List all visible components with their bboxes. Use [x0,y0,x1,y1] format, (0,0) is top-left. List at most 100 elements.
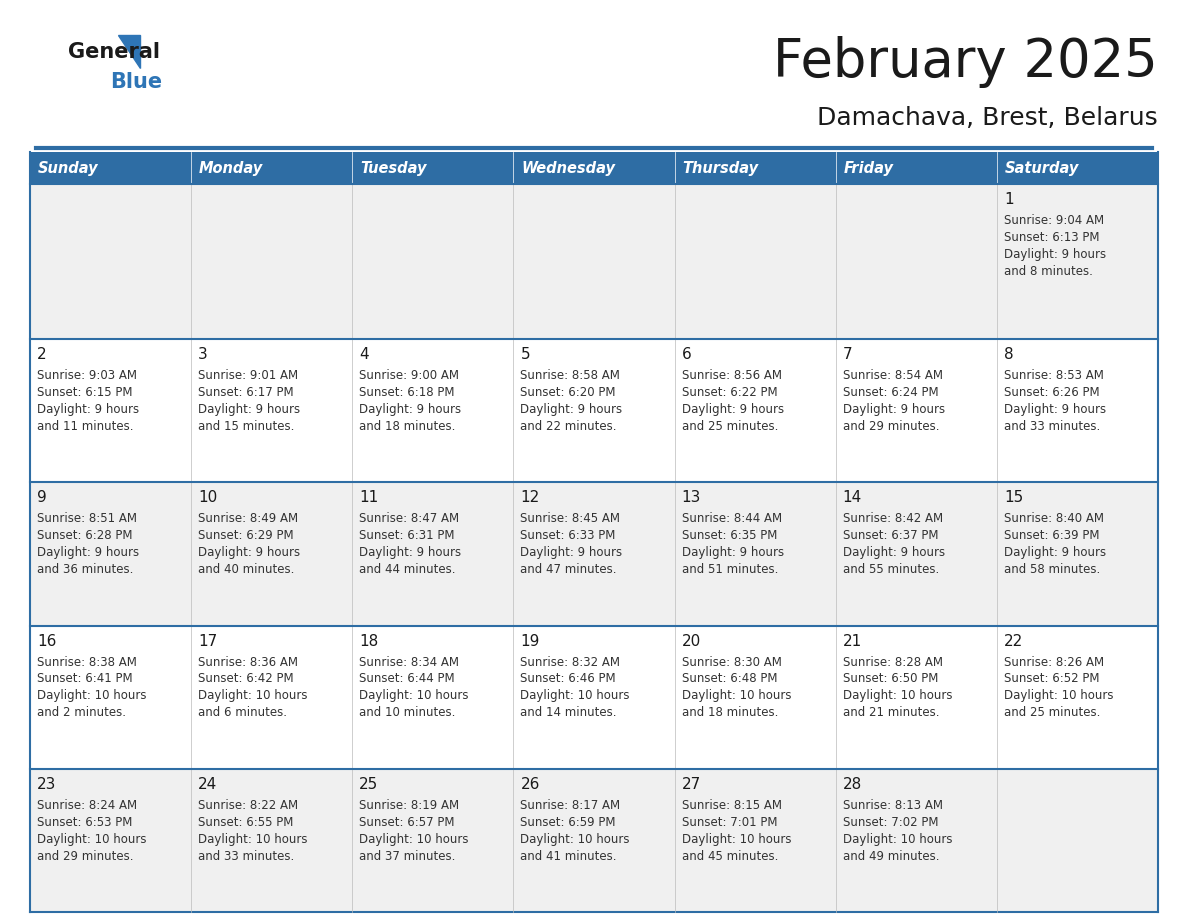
Text: and 2 minutes.: and 2 minutes. [37,707,126,720]
Text: Daylight: 10 hours: Daylight: 10 hours [1004,689,1113,702]
Text: Daylight: 9 hours: Daylight: 9 hours [1004,546,1106,559]
Text: Daylight: 9 hours: Daylight: 9 hours [359,546,461,559]
Text: Sunset: 6:48 PM: Sunset: 6:48 PM [682,673,777,686]
Text: Daylight: 10 hours: Daylight: 10 hours [842,689,953,702]
Text: Tuesday: Tuesday [360,161,426,175]
Text: Daylight: 9 hours: Daylight: 9 hours [37,403,139,416]
Text: Sunset: 6:35 PM: Sunset: 6:35 PM [682,530,777,543]
Text: Sunrise: 8:40 AM: Sunrise: 8:40 AM [1004,512,1104,525]
Text: Sunset: 6:33 PM: Sunset: 6:33 PM [520,530,615,543]
Text: Sunset: 6:22 PM: Sunset: 6:22 PM [682,386,777,399]
Text: Sunset: 7:01 PM: Sunset: 7:01 PM [682,816,777,829]
Text: and 33 minutes.: and 33 minutes. [1004,420,1100,433]
Text: 13: 13 [682,490,701,505]
Text: 6: 6 [682,347,691,362]
Text: 8: 8 [1004,347,1013,362]
Text: Sunrise: 8:53 AM: Sunrise: 8:53 AM [1004,369,1104,382]
Text: Daylight: 10 hours: Daylight: 10 hours [359,833,469,845]
Text: 16: 16 [37,633,56,648]
Text: Sunday: Sunday [38,161,99,175]
Text: 19: 19 [520,633,539,648]
Text: Daylight: 9 hours: Daylight: 9 hours [520,403,623,416]
Text: Damachava, Brest, Belarus: Damachava, Brest, Belarus [817,106,1158,130]
Text: Daylight: 10 hours: Daylight: 10 hours [520,833,630,845]
Text: Daylight: 10 hours: Daylight: 10 hours [198,833,308,845]
Text: Sunrise: 8:13 AM: Sunrise: 8:13 AM [842,799,943,812]
Text: 24: 24 [198,777,217,791]
Text: Sunrise: 8:44 AM: Sunrise: 8:44 AM [682,512,782,525]
Text: Sunset: 6:39 PM: Sunset: 6:39 PM [1004,530,1099,543]
Text: Sunrise: 8:51 AM: Sunrise: 8:51 AM [37,512,137,525]
Text: 22: 22 [1004,633,1023,648]
Text: Sunrise: 8:45 AM: Sunrise: 8:45 AM [520,512,620,525]
Text: and 36 minutes.: and 36 minutes. [37,564,133,577]
Text: 17: 17 [198,633,217,648]
Text: Daylight: 9 hours: Daylight: 9 hours [682,546,784,559]
Text: 15: 15 [1004,490,1023,505]
Text: and 40 minutes.: and 40 minutes. [198,564,295,577]
Text: Daylight: 10 hours: Daylight: 10 hours [520,689,630,702]
Text: Sunrise: 8:58 AM: Sunrise: 8:58 AM [520,369,620,382]
Text: 26: 26 [520,777,539,791]
Text: Daylight: 10 hours: Daylight: 10 hours [359,689,469,702]
Text: 21: 21 [842,633,862,648]
Bar [997,152,1158,184]
Text: and 29 minutes.: and 29 minutes. [37,850,133,863]
Text: and 58 minutes.: and 58 minutes. [1004,564,1100,577]
Text: Daylight: 9 hours: Daylight: 9 hours [520,546,623,559]
Text: and 41 minutes.: and 41 minutes. [520,850,617,863]
Text: 10: 10 [198,490,217,505]
Text: and 8 minutes.: and 8 minutes. [1004,265,1093,278]
Text: Sunset: 6:24 PM: Sunset: 6:24 PM [842,386,939,399]
Text: Sunset: 6:44 PM: Sunset: 6:44 PM [359,673,455,686]
Text: 27: 27 [682,777,701,791]
Text: Sunrise: 8:49 AM: Sunrise: 8:49 AM [198,512,298,525]
Text: 11: 11 [359,490,379,505]
Text: and 14 minutes.: and 14 minutes. [520,707,617,720]
Text: and 11 minutes.: and 11 minutes. [37,420,133,433]
Text: 5: 5 [520,347,530,362]
Bar [675,152,835,184]
Text: Sunset: 6:28 PM: Sunset: 6:28 PM [37,530,133,543]
Text: Sunrise: 8:42 AM: Sunrise: 8:42 AM [842,512,943,525]
Text: and 18 minutes.: and 18 minutes. [682,707,778,720]
Text: 1: 1 [1004,192,1013,207]
Text: Daylight: 9 hours: Daylight: 9 hours [359,403,461,416]
Text: Sunset: 6:42 PM: Sunset: 6:42 PM [198,673,293,686]
Text: Sunrise: 8:47 AM: Sunrise: 8:47 AM [359,512,460,525]
Bar [835,152,997,184]
Text: and 15 minutes.: and 15 minutes. [198,420,295,433]
Text: and 21 minutes.: and 21 minutes. [842,707,940,720]
Text: Sunset: 7:02 PM: Sunset: 7:02 PM [842,816,939,829]
Text: Sunset: 6:52 PM: Sunset: 6:52 PM [1004,673,1099,686]
Text: 9: 9 [37,490,46,505]
Bar [30,482,1158,625]
Text: Sunrise: 8:26 AM: Sunrise: 8:26 AM [1004,655,1104,668]
Text: 23: 23 [37,777,56,791]
Text: 28: 28 [842,777,862,791]
Text: Daylight: 9 hours: Daylight: 9 hours [1004,248,1106,261]
Text: Daylight: 9 hours: Daylight: 9 hours [198,546,301,559]
Text: 4: 4 [359,347,369,362]
Text: Sunrise: 8:17 AM: Sunrise: 8:17 AM [520,799,620,812]
Text: Sunrise: 8:56 AM: Sunrise: 8:56 AM [682,369,782,382]
Text: Sunset: 6:50 PM: Sunset: 6:50 PM [842,673,939,686]
Text: Sunset: 6:53 PM: Sunset: 6:53 PM [37,816,132,829]
Bar [353,152,513,184]
Text: Sunrise: 9:01 AM: Sunrise: 9:01 AM [198,369,298,382]
Text: Sunset: 6:37 PM: Sunset: 6:37 PM [842,530,939,543]
Text: Wednesday: Wednesday [522,161,615,175]
Text: and 18 minutes.: and 18 minutes. [359,420,456,433]
Text: Daylight: 9 hours: Daylight: 9 hours [682,403,784,416]
Text: 2: 2 [37,347,46,362]
Text: Sunrise: 8:22 AM: Sunrise: 8:22 AM [198,799,298,812]
Text: and 37 minutes.: and 37 minutes. [359,850,456,863]
Text: and 29 minutes.: and 29 minutes. [842,420,940,433]
Text: Sunrise: 8:28 AM: Sunrise: 8:28 AM [842,655,943,668]
Text: and 25 minutes.: and 25 minutes. [1004,707,1100,720]
Text: Sunrise: 8:15 AM: Sunrise: 8:15 AM [682,799,782,812]
Text: Daylight: 10 hours: Daylight: 10 hours [842,833,953,845]
Bar [30,152,191,184]
Text: Sunrise: 8:38 AM: Sunrise: 8:38 AM [37,655,137,668]
Text: Daylight: 9 hours: Daylight: 9 hours [198,403,301,416]
